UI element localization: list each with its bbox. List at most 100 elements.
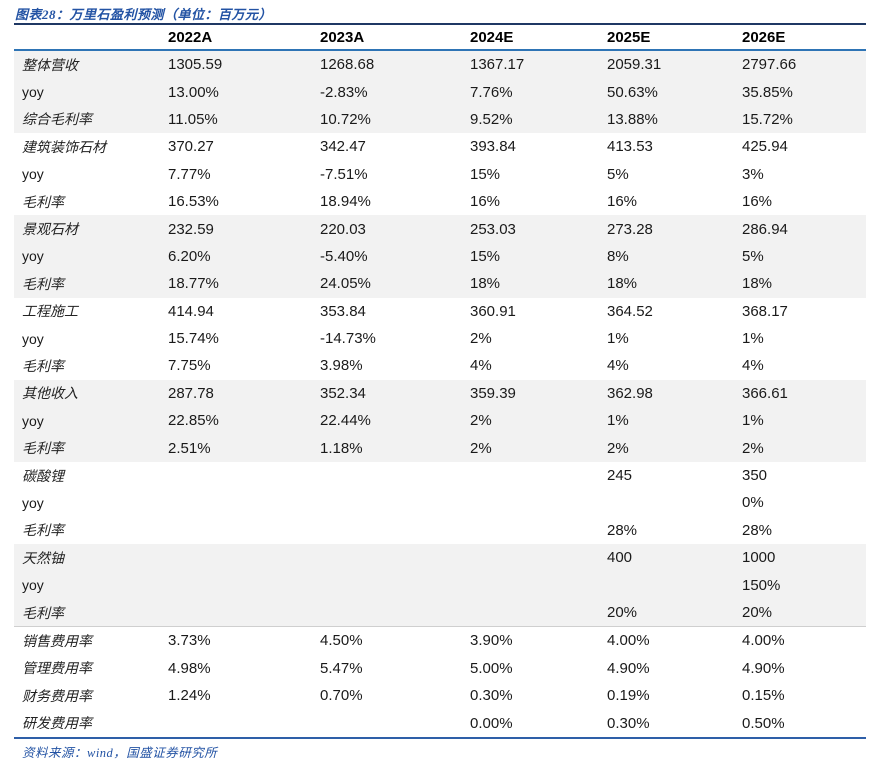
row-label: 毛利率 [22, 359, 64, 375]
row-label: yoy [22, 166, 44, 183]
cell-value: 18.94% [320, 193, 371, 211]
cell-value: 6.20% [168, 247, 211, 265]
cell-value: 28% [607, 521, 638, 539]
cell-value: 0.30% [607, 714, 650, 732]
cell-value: 4.00% [607, 632, 650, 650]
row-label: 毛利率 [22, 195, 64, 211]
forecast-table: 2022A 2023A 2024E 2025E 2026E 整体营收 1305.59 126… [14, 23, 866, 739]
cell-value: 4.90% [742, 659, 785, 677]
cell-value [320, 709, 470, 737]
cell-value: 353.84 [320, 302, 366, 320]
cell-value [168, 544, 320, 571]
cell-value: 360.91 [470, 302, 516, 320]
table-row: 毛利率 16.53% 18.94% 16% 16% 16% [14, 188, 866, 215]
table-row: yoy 6.20% -5.40% 15% 8% 5% [14, 242, 866, 271]
cell-value: 1305.59 [168, 56, 223, 74]
table-row: 财务费用率 1.24% 0.70% 0.30% 0.19% 0.15% [14, 682, 866, 709]
cell-value: 4.98% [168, 659, 211, 677]
table-row: 碳酸锂 245 350 [14, 462, 866, 489]
table-row: yoy 22.85% 22.44% 2% 1% 1% [14, 407, 866, 435]
cell-value: 16% [470, 193, 501, 211]
table-row: 毛利率 18.77% 24.05% 18% 18% 18% [14, 270, 866, 298]
cell-value: 7.76% [470, 83, 513, 101]
cell-value: 0.30% [470, 687, 513, 705]
table-row: 毛利率 7.75% 3.98% 4% 4% 4% [14, 352, 866, 379]
cell-value: 5.47% [320, 659, 363, 677]
cell-value: 3.98% [320, 357, 363, 375]
cell-value [470, 571, 607, 598]
cell-value: 2% [470, 439, 492, 457]
cell-value [470, 489, 607, 516]
row-label: 碳酸锂 [22, 469, 64, 485]
cell-value: 1% [742, 330, 764, 348]
row-label: 工程施工 [22, 305, 78, 321]
cell-value: 13.88% [607, 110, 658, 128]
cell-value: 16% [742, 193, 773, 211]
table-row: 销售费用率 3.73% 4.50% 3.90% 4.00% 4.00% [14, 626, 866, 655]
cell-value: 1268.68 [320, 56, 375, 74]
row-label: 景观石材 [22, 223, 78, 239]
cell-value: 1% [607, 330, 629, 348]
source-note: 资料来源：wind，国盛证券研究所 [22, 745, 218, 760]
cell-value: 2% [470, 330, 492, 348]
table-header: 2022A 2023A 2024E 2025E 2026E [14, 24, 866, 50]
cell-value: 28% [742, 521, 773, 539]
table-row: yoy 13.00% -2.83% 7.76% 50.63% 35.85% [14, 78, 866, 106]
row-label: 毛利率 [22, 442, 64, 458]
cell-value: 2797.66 [742, 56, 797, 74]
row-label: 研发费用率 [22, 717, 92, 733]
cell-value [168, 709, 320, 737]
cell-value: 4.00% [742, 632, 785, 650]
cell-value: 16% [607, 193, 638, 211]
cell-value: 18% [470, 275, 501, 293]
row-label: 建筑装饰石材 [22, 140, 106, 156]
row-label: 销售费用率 [22, 634, 92, 650]
cell-value: 4% [607, 357, 629, 375]
cell-value: 5% [607, 165, 629, 183]
cell-value: 1.24% [168, 687, 211, 705]
table-row: 其他收入 287.78 352.34 359.39 362.98 366.61 [14, 379, 866, 408]
cell-value [470, 462, 607, 489]
cell-value: 232.59 [168, 220, 214, 238]
cell-value: 0.15% [742, 687, 785, 705]
cell-value: 13.00% [168, 83, 219, 101]
cell-value: 1000 [742, 549, 776, 567]
table-row: 毛利率 20% 20% [14, 598, 866, 627]
cell-value: 18% [742, 275, 773, 293]
row-label: yoy [22, 412, 44, 429]
figure-title: 图表28：万里石盈利预测（单位：百万元） [15, 7, 273, 22]
table-row: 毛利率 28% 28% [14, 517, 866, 544]
cell-value: 50.63% [607, 83, 658, 101]
table-row: 研发费用率 0.00% 0.30% 0.50% [14, 709, 866, 738]
row-label: 整体营收 [22, 58, 78, 74]
table-row: 综合毛利率 11.05% 10.72% 9.52% 13.88% 15.72% [14, 105, 866, 134]
cell-value: 16.53% [168, 193, 219, 211]
cell-value: 35.85% [742, 83, 793, 101]
row-label: 综合毛利率 [22, 113, 92, 129]
cell-value: 2.51% [168, 439, 211, 457]
cell-value [168, 599, 320, 627]
cell-value: 24.05% [320, 275, 371, 293]
cell-value: 4% [470, 357, 492, 375]
cell-value: 18.77% [168, 275, 219, 293]
cell-value [320, 544, 470, 571]
cell-value: 15.74% [168, 330, 219, 348]
cell-value: 245 [607, 467, 633, 485]
cell-value [320, 571, 470, 598]
cell-value: 362.98 [607, 384, 653, 402]
cell-value: 342.47 [320, 138, 366, 156]
table-row: yoy 15.74% -14.73% 2% 1% 1% [14, 325, 866, 352]
row-label: 财务费用率 [22, 689, 92, 705]
row-label: 毛利率 [22, 606, 64, 622]
table-row: 天然铀 400 1000 [14, 544, 866, 572]
cell-value [470, 544, 607, 571]
cell-value: 150% [742, 576, 781, 594]
cell-value: 1% [742, 412, 764, 430]
cell-value: 2059.31 [607, 56, 662, 74]
cell-value: 350 [742, 467, 768, 485]
table-row: 整体营收 1305.59 1268.68 1367.17 2059.31 2797.66 [14, 50, 866, 79]
cell-value: -7.51% [320, 165, 368, 183]
cell-value [470, 517, 607, 544]
cell-value: 0.70% [320, 687, 363, 705]
